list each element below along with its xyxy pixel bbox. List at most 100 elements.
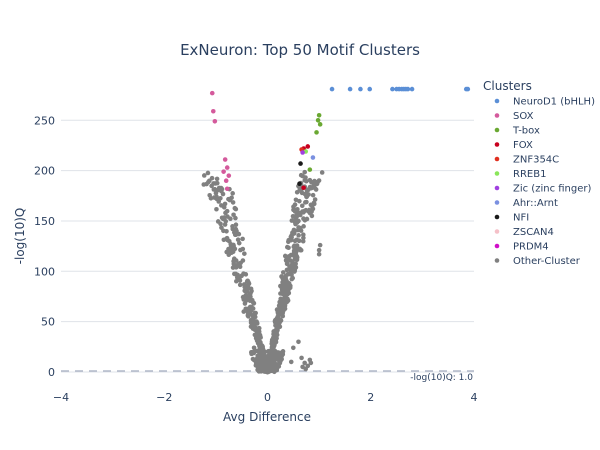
other-cluster-point — [232, 271, 237, 277]
other-cluster-point — [269, 356, 274, 361]
other-cluster-point — [241, 282, 247, 287]
other-cluster-point — [287, 267, 293, 273]
other-cluster-point — [226, 248, 232, 254]
x-axis-title: Avg Difference — [223, 410, 311, 424]
other-cluster-point — [248, 294, 253, 299]
other-cluster-point — [278, 356, 284, 361]
legend-item-zscan4[interactable]: ZSCAN4 — [494, 227, 554, 238]
legend-label: Ahr::Arnt — [513, 198, 558, 209]
legend-item-znf354c[interactable]: ZNF354C — [494, 155, 559, 166]
legend-label: SOX — [513, 111, 534, 122]
other-cluster-point — [224, 208, 230, 214]
legend-marker — [494, 98, 500, 104]
other-cluster-point — [265, 354, 271, 360]
other-cluster-point — [308, 360, 314, 366]
other-cluster-point — [221, 205, 227, 210]
highlighted-points — [209, 86, 471, 192]
legend-item-prdm4[interactable]: PRDM4 — [494, 242, 549, 253]
other-cluster-point — [236, 261, 241, 266]
other-cluster-point — [286, 237, 292, 243]
other-cluster-point — [276, 303, 282, 309]
y-tick-label: 200 — [34, 165, 55, 178]
legend-item-nfi[interactable]: NFI — [494, 213, 529, 224]
other-cluster-point — [279, 299, 284, 305]
other-cluster-point — [283, 282, 288, 288]
other-cluster-point — [245, 308, 250, 314]
other-cluster-point — [301, 235, 306, 241]
other-cluster-point — [243, 293, 249, 298]
other-cluster-point — [214, 176, 220, 182]
legend-item-ahr-arnt[interactable]: Ahr::Arnt — [494, 198, 558, 209]
legend-item-other-cluster[interactable]: Other-Cluster — [494, 256, 581, 267]
legend-item-t-box[interactable]: T-box — [494, 126, 540, 137]
other-cluster-point — [257, 345, 263, 351]
legend-label: FOX — [513, 140, 533, 151]
legend-marker — [494, 142, 500, 147]
chart-title: ExNeuron: Top 50 Motif Clusters — [180, 41, 420, 59]
legend[interactable]: NeuroD1 (bHLH) SOX T-box FOX ZNF354C RREB1 Zic… — [494, 97, 595, 268]
legend-title[interactable]: Clusters — [483, 79, 532, 93]
point-t-box — [307, 167, 313, 172]
other-cluster-point — [221, 237, 227, 243]
legend-marker — [494, 229, 500, 234]
other-cluster-point — [206, 179, 211, 185]
other-cluster-point — [230, 200, 236, 205]
other-cluster-point — [250, 313, 256, 319]
other-cluster-point — [271, 362, 276, 368]
x-tick-label: 4 — [471, 391, 478, 404]
other-cluster-point — [215, 188, 220, 193]
threshold-label: -log(10)Q: 1.0 — [410, 373, 473, 383]
other-cluster-point — [209, 175, 215, 181]
other-cluster-point — [255, 357, 260, 362]
other-cluster-point — [296, 218, 301, 224]
other-cluster-point — [213, 181, 218, 186]
point-sox — [221, 169, 226, 174]
legend-label: T-box — [512, 126, 540, 137]
other-cluster-point — [280, 270, 286, 275]
point-nfi — [298, 161, 303, 166]
other-cluster-point — [286, 281, 292, 286]
tick-labels: 0 50 100 150 200 250 −4 −2 0 2 4 — [34, 114, 478, 404]
other-cluster-point — [273, 331, 278, 337]
point-t-box — [317, 122, 323, 127]
other-cluster-point — [276, 364, 282, 369]
y-axis-title: -log(10)Q — [13, 208, 27, 265]
other-cluster-point — [315, 179, 320, 185]
other-cluster-point — [306, 187, 311, 193]
other-cluster-point — [230, 265, 236, 270]
other-cluster-point — [271, 335, 276, 341]
legend-item-rreb1[interactable]: RREB1 — [494, 169, 547, 180]
other-cluster-point — [243, 272, 249, 277]
other-cluster-points — [201, 169, 325, 375]
other-cluster-point — [292, 243, 297, 248]
other-cluster-point — [231, 242, 236, 248]
other-cluster-point — [233, 206, 239, 212]
legend-label: Other-Cluster — [513, 256, 581, 267]
other-cluster-point — [249, 317, 255, 322]
legend-label: RREB1 — [513, 169, 546, 180]
point-sox — [223, 178, 229, 183]
legend-item-zic-zinc-finger[interactable]: Zic (zinc finger) — [494, 184, 592, 195]
legend-item-neurod1-bhlh[interactable]: NeuroD1 (bHLH) — [494, 97, 595, 108]
other-cluster-point — [311, 182, 317, 188]
other-cluster-point — [259, 351, 264, 357]
legend-item-fox[interactable]: FOX — [494, 140, 533, 151]
other-cluster-point — [241, 309, 247, 314]
other-cluster-point — [240, 246, 246, 252]
other-cluster-point — [302, 208, 307, 214]
legend-item-sox[interactable]: SOX — [494, 111, 534, 122]
other-cluster-point — [240, 236, 245, 242]
other-cluster-point — [273, 355, 279, 361]
other-cluster-point — [225, 214, 230, 219]
other-cluster-point — [294, 189, 300, 195]
other-cluster-point — [299, 355, 304, 361]
other-cluster-point — [304, 216, 310, 222]
other-cluster-point — [233, 222, 239, 227]
other-cluster-point — [273, 328, 279, 333]
other-cluster-point — [296, 233, 301, 238]
point-sox — [224, 186, 230, 192]
point-sox — [210, 108, 216, 114]
legend-marker — [494, 243, 500, 249]
other-cluster-point — [231, 212, 236, 218]
